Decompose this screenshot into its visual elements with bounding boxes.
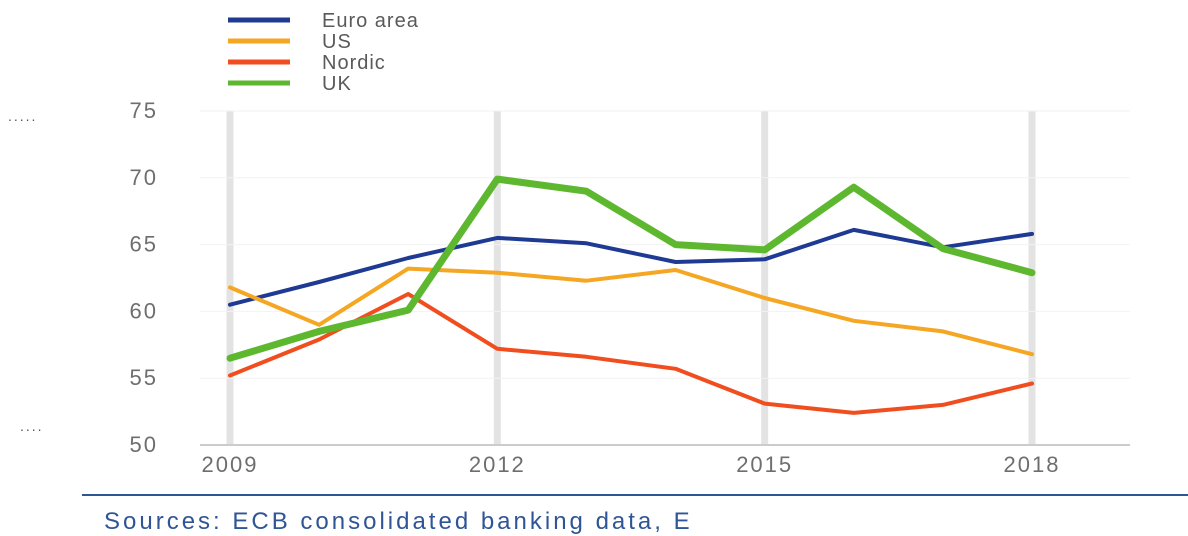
margin-dots-lower: .... — [20, 418, 44, 434]
x-tick-label: 2015 — [736, 452, 793, 477]
y-tick-label: 65 — [130, 232, 158, 257]
series-line-uk — [226, 175, 1036, 362]
y-tick-label: 55 — [130, 365, 158, 390]
margin-dots-upper: ..... — [8, 108, 38, 124]
series-line-nordic — [228, 292, 1034, 415]
x-tick-label: 2018 — [1004, 452, 1061, 477]
series-lines — [226, 175, 1036, 415]
x-tick-label: 2012 — [469, 452, 526, 477]
source-divider — [82, 494, 1188, 496]
y-axis: 50 55 60 65 70 75 — [130, 98, 158, 457]
y-tick-label: 70 — [130, 165, 158, 190]
y-tick-label: 60 — [130, 298, 158, 323]
y-tick-label: 50 — [130, 432, 158, 457]
x-axis: 2009 2012 2015 2018 — [202, 452, 1061, 477]
source-note: Sources: ECB consolidated banking data, … — [104, 508, 693, 535]
legend-label-euro-area: Euro area — [322, 10, 419, 32]
series-line-us — [228, 266, 1034, 357]
legend-label-uk: UK — [322, 73, 352, 95]
legend-label-nordic: Nordic — [322, 52, 386, 74]
y-tick-label: 75 — [130, 98, 158, 123]
series-line-euro-area — [228, 227, 1034, 307]
x-tick-label: 2009 — [202, 452, 259, 477]
legend-label-us: US — [322, 31, 352, 53]
grid — [200, 110, 1130, 446]
